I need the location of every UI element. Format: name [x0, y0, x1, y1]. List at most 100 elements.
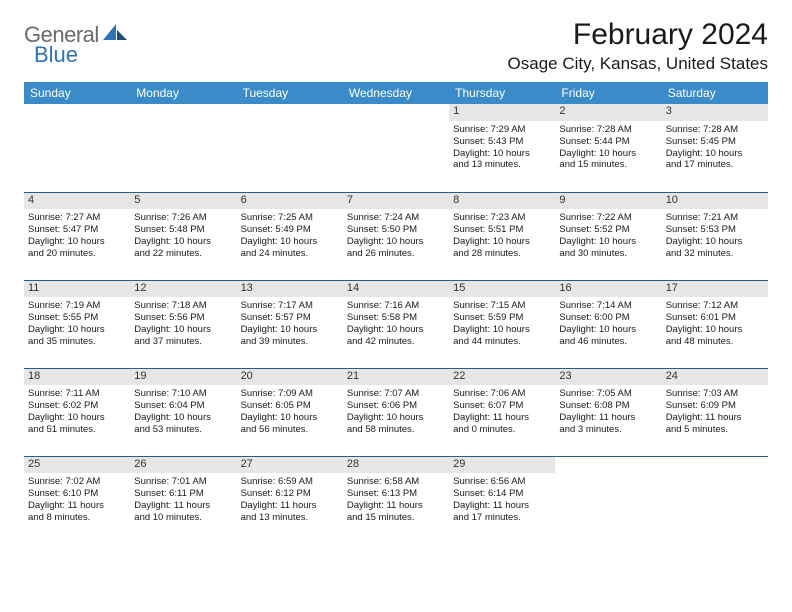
day-number: 28 — [343, 457, 449, 474]
daylight-text: Daylight: 10 hours — [347, 324, 445, 336]
sunrise-text: Sunrise: 7:10 AM — [134, 388, 232, 400]
sunrise-text: Sunrise: 7:07 AM — [347, 388, 445, 400]
sunrise-text: Sunrise: 7:25 AM — [241, 212, 339, 224]
daylight-text: Daylight: 11 hours — [453, 500, 551, 512]
day-cell: 21Sunrise: 7:07 AMSunset: 6:06 PMDayligh… — [343, 368, 449, 456]
daylight-text: and 46 minutes. — [559, 336, 657, 348]
day-cell: 12Sunrise: 7:18 AMSunset: 5:56 PMDayligh… — [130, 280, 236, 368]
daylight-text: and 22 minutes. — [134, 248, 232, 260]
sunset-text: Sunset: 5:50 PM — [347, 224, 445, 236]
daylight-text: and 48 minutes. — [666, 336, 764, 348]
day-number: 2 — [555, 104, 661, 121]
daylight-text: and 0 minutes. — [453, 424, 551, 436]
sunset-text: Sunset: 5:58 PM — [347, 312, 445, 324]
daylight-text: Daylight: 10 hours — [28, 324, 126, 336]
daylight-text: and 13 minutes. — [241, 512, 339, 524]
daylight-text: and 20 minutes. — [28, 248, 126, 260]
sunset-text: Sunset: 5:47 PM — [28, 224, 126, 236]
day-number: 25 — [24, 457, 130, 474]
day-cell: 20Sunrise: 7:09 AMSunset: 6:05 PMDayligh… — [237, 368, 343, 456]
sunset-text: Sunset: 6:01 PM — [666, 312, 764, 324]
daylight-text: Daylight: 11 hours — [241, 500, 339, 512]
daylight-text: Daylight: 10 hours — [134, 236, 232, 248]
sunrise-text: Sunrise: 7:18 AM — [134, 300, 232, 312]
sunset-text: Sunset: 5:51 PM — [453, 224, 551, 236]
title-block: February 2024 Osage City, Kansas, United… — [508, 18, 768, 74]
daylight-text: and 32 minutes. — [666, 248, 764, 260]
day-number: 26 — [130, 457, 236, 474]
day-cell: 3Sunrise: 7:28 AMSunset: 5:45 PMDaylight… — [662, 104, 768, 192]
empty-cell — [555, 456, 661, 544]
sunrise-text: Sunrise: 7:19 AM — [28, 300, 126, 312]
weekday-sunday: Sunday — [24, 82, 130, 104]
day-number: 6 — [237, 193, 343, 210]
day-cell: 14 Sunrise: 7:16 AMSunset: 5:58 PMDayligh… — [343, 280, 449, 368]
day-cell: 1Sunrise: 7:29 AMSunset: 5:43 PMDaylight… — [449, 104, 555, 192]
sunrise-text: Sunrise: 7:06 AM — [453, 388, 551, 400]
daylight-text: and 26 minutes. — [347, 248, 445, 260]
sunrise-text: Sunrise: 7:16 AM — [347, 300, 445, 312]
day-cell: 19Sunrise: 7:10 AMSunset: 6:04 PMDayligh… — [130, 368, 236, 456]
day-cell: 27Sunrise: 6:59 AMSunset: 6:12 PMDayligh… — [237, 456, 343, 544]
day-cell: 17Sunrise: 7:12 AMSunset: 6:01 PMDayligh… — [662, 280, 768, 368]
sunrise-text: Sunrise: 7:14 AM — [559, 300, 657, 312]
daylight-text: Daylight: 10 hours — [241, 324, 339, 336]
empty-cell — [662, 456, 768, 544]
day-cell: 26Sunrise: 7:01 AMSunset: 6:11 PMDayligh… — [130, 456, 236, 544]
daylight-text: and 28 minutes. — [453, 248, 551, 260]
daylight-text: Daylight: 10 hours — [559, 236, 657, 248]
day-number: 27 — [237, 457, 343, 474]
weekday-tuesday: Tuesday — [237, 82, 343, 104]
sunset-text: Sunset: 5:52 PM — [559, 224, 657, 236]
day-cell: 25Sunrise: 7:02 AMSunset: 6:10 PMDayligh… — [24, 456, 130, 544]
daylight-text: and 10 minutes. — [134, 512, 232, 524]
sunrise-text: Sunrise: 7:28 AM — [666, 124, 764, 136]
daylight-text: and 3 minutes. — [559, 424, 657, 436]
sunset-text: Sunset: 5:45 PM — [666, 136, 764, 148]
day-number: 15 — [449, 281, 555, 298]
daylight-text: Daylight: 10 hours — [241, 236, 339, 248]
day-number: 1 — [449, 104, 555, 121]
weekday-thursday: Thursday — [449, 82, 555, 104]
sunset-text: Sunset: 6:06 PM — [347, 400, 445, 412]
daylight-text: Daylight: 11 hours — [453, 412, 551, 424]
empty-cell — [237, 104, 343, 192]
sunset-text: Sunset: 6:10 PM — [28, 488, 126, 500]
sunrise-text: Sunrise: 6:56 AM — [453, 476, 551, 488]
week-row: 18Sunrise: 7:11 AMSunset: 6:02 PMDayligh… — [24, 368, 768, 456]
sunrise-text: Sunrise: 7:26 AM — [134, 212, 232, 224]
daylight-text: and 56 minutes. — [241, 424, 339, 436]
daylight-text: and 13 minutes. — [453, 159, 551, 171]
daylight-text: Daylight: 10 hours — [559, 148, 657, 160]
weekday-wednesday: Wednesday — [343, 82, 449, 104]
sunset-text: Sunset: 5:55 PM — [28, 312, 126, 324]
day-number: 23 — [555, 369, 661, 386]
daylight-text: and 37 minutes. — [134, 336, 232, 348]
sunset-text: Sunset: 6:05 PM — [241, 400, 339, 412]
daylight-text: Daylight: 11 hours — [134, 500, 232, 512]
day-cell: 22Sunrise: 7:06 AMSunset: 6:07 PMDayligh… — [449, 368, 555, 456]
daylight-text: and 44 minutes. — [453, 336, 551, 348]
sunrise-text: Sunrise: 6:58 AM — [347, 476, 445, 488]
month-title: February 2024 — [508, 18, 768, 52]
week-row: 1Sunrise: 7:29 AMSunset: 5:43 PMDaylight… — [24, 104, 768, 192]
day-cell: 28Sunrise: 6:58 AMSunset: 6:13 PMDayligh… — [343, 456, 449, 544]
sunset-text: Sunset: 6:00 PM — [559, 312, 657, 324]
daylight-text: Daylight: 10 hours — [453, 324, 551, 336]
sunset-text: Sunset: 5:43 PM — [453, 136, 551, 148]
daylight-text: Daylight: 10 hours — [453, 236, 551, 248]
day-cell: 24Sunrise: 7:03 AMSunset: 6:09 PMDayligh… — [662, 368, 768, 456]
day-number: 14 — [343, 281, 449, 298]
sunset-text: Sunset: 6:14 PM — [453, 488, 551, 500]
day-number: 10 — [662, 193, 768, 210]
day-number: 17 — [662, 281, 768, 298]
sunrise-text: Sunrise: 7:23 AM — [453, 212, 551, 224]
sunrise-text: Sunrise: 6:59 AM — [241, 476, 339, 488]
sunset-text: Sunset: 5:57 PM — [241, 312, 339, 324]
daylight-text: Daylight: 10 hours — [666, 236, 764, 248]
daylight-text: Daylight: 10 hours — [134, 324, 232, 336]
sunrise-text: Sunrise: 7:22 AM — [559, 212, 657, 224]
daylight-text: Daylight: 10 hours — [453, 148, 551, 160]
day-number: 9 — [555, 193, 661, 210]
daylight-text: Daylight: 10 hours — [347, 236, 445, 248]
